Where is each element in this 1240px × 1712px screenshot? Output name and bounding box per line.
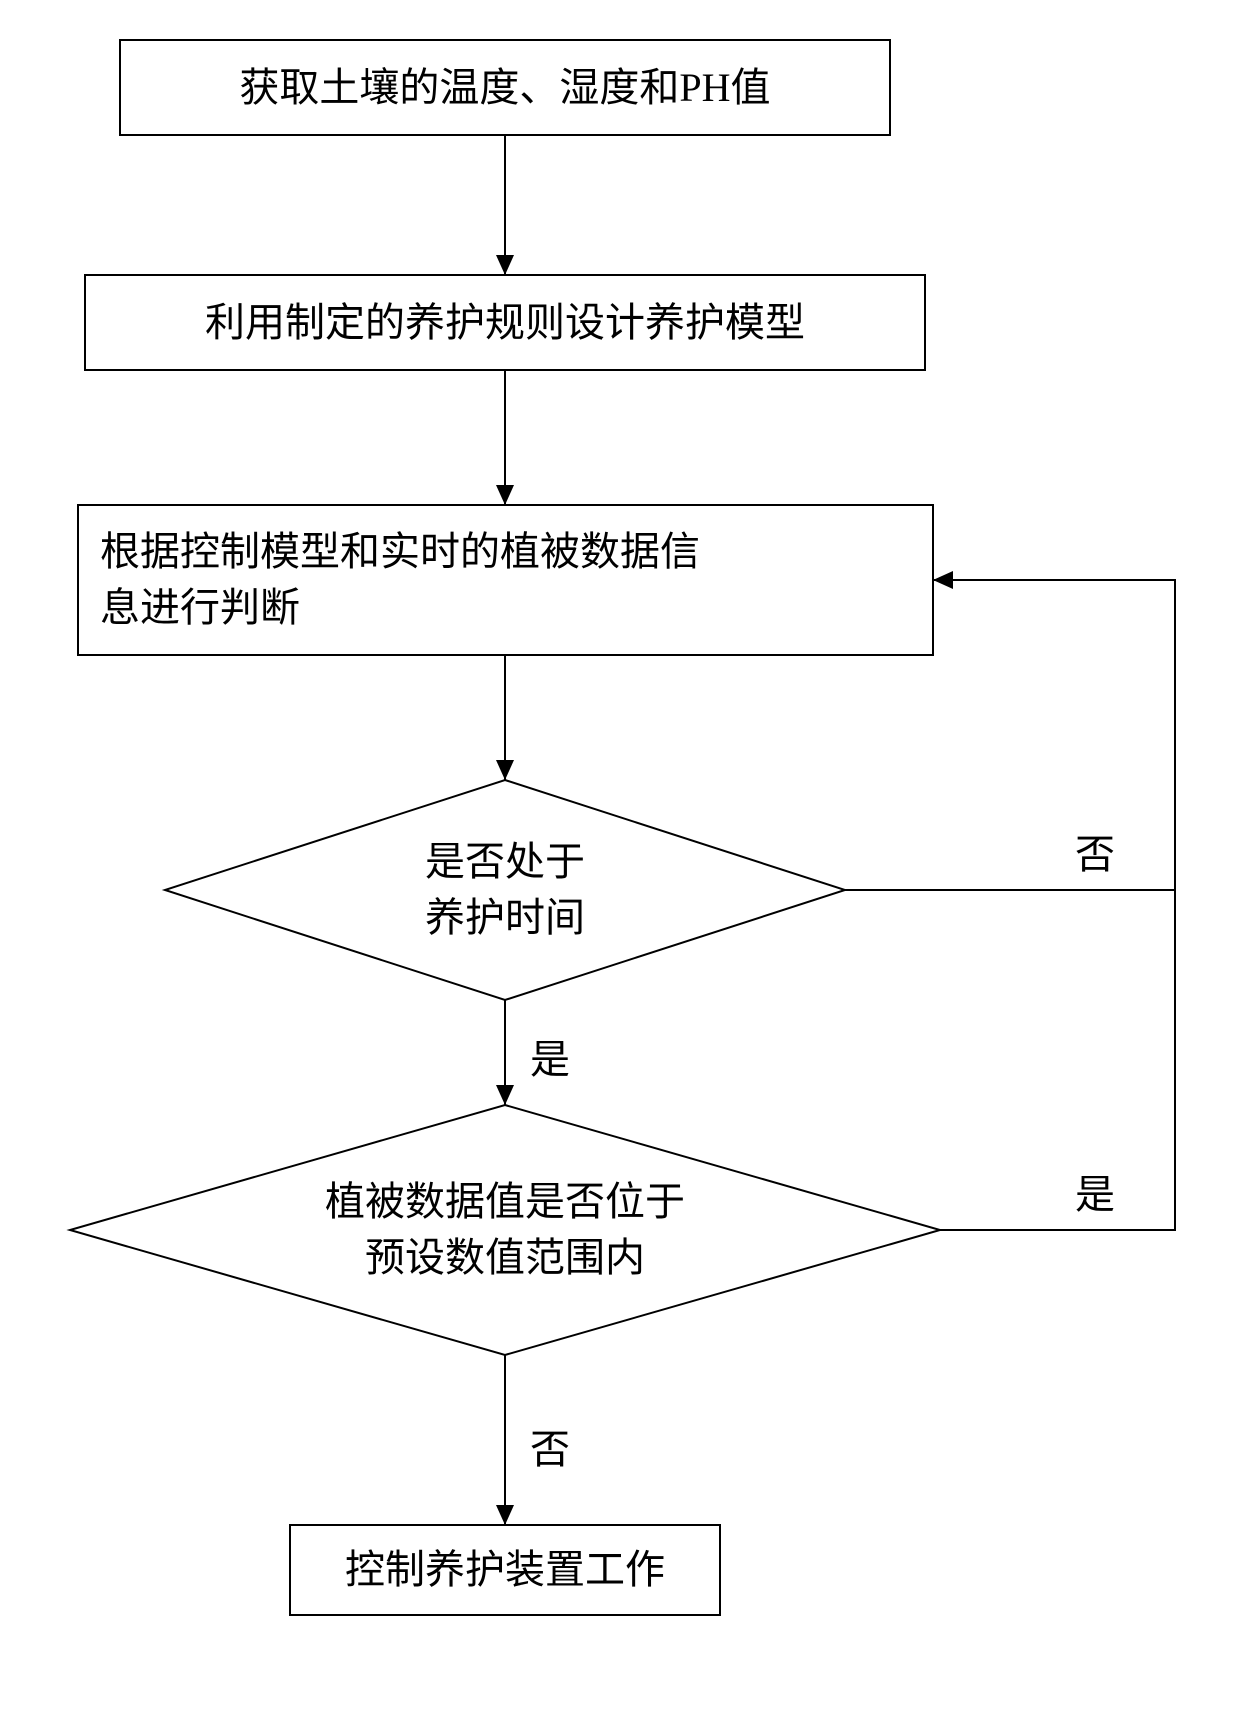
node-n4-text: 控制养护装置工作 bbox=[290, 1525, 720, 1615]
node-d1-text: 是否处于 养护时间 bbox=[267, 780, 743, 1000]
node-d2-text: 植被数据值是否位于 预设数值范围内 bbox=[201, 1105, 810, 1355]
node-n2-text: 利用制定的养护规则设计养护模型 bbox=[85, 275, 925, 370]
edge-label-5: 否 bbox=[1065, 825, 1125, 885]
edge-label-3: 是 bbox=[520, 1030, 580, 1090]
edge-label-6: 是 bbox=[1065, 1165, 1125, 1225]
node-n3-text: 根据控制模型和实时的植被数据信 息进行判断 bbox=[78, 505, 933, 655]
edge-label-4: 否 bbox=[520, 1420, 580, 1480]
node-n1-text: 获取土壤的温度、湿度和PH值 bbox=[120, 40, 890, 135]
